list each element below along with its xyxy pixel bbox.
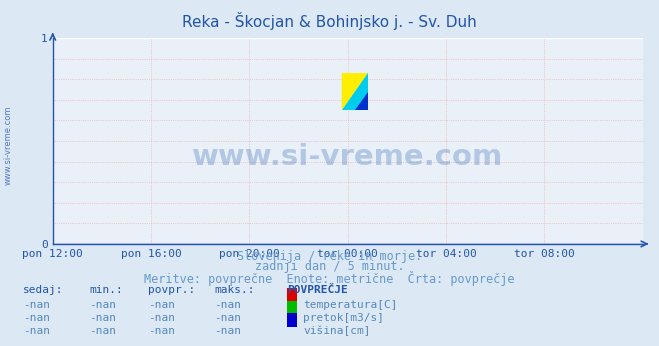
Text: www.si-vreme.com: www.si-vreme.com — [4, 106, 13, 185]
Polygon shape — [355, 92, 368, 110]
Text: -nan: -nan — [23, 313, 50, 323]
Text: -nan: -nan — [89, 313, 116, 323]
Text: POVPREČJE: POVPREČJE — [287, 285, 347, 295]
Text: temperatura[C]: temperatura[C] — [303, 300, 397, 310]
Text: -nan: -nan — [148, 313, 175, 323]
Text: -nan: -nan — [23, 300, 50, 310]
Text: -nan: -nan — [89, 300, 116, 310]
Text: zadnji dan / 5 minut.: zadnji dan / 5 minut. — [254, 260, 405, 273]
Text: povpr.:: povpr.: — [148, 285, 196, 295]
Text: -nan: -nan — [23, 326, 50, 336]
Text: Meritve: povprečne  Enote: metrične  Črta: povprečje: Meritve: povprečne Enote: metrične Črta:… — [144, 271, 515, 285]
Text: -nan: -nan — [148, 326, 175, 336]
Text: -nan: -nan — [214, 300, 241, 310]
Text: pretok[m3/s]: pretok[m3/s] — [303, 313, 384, 323]
Text: Slovenija / reke in morje.: Slovenija / reke in morje. — [237, 250, 422, 263]
Polygon shape — [342, 73, 368, 110]
Text: -nan: -nan — [148, 300, 175, 310]
Text: -nan: -nan — [214, 326, 241, 336]
Text: maks.:: maks.: — [214, 285, 254, 295]
Text: sedaj:: sedaj: — [23, 285, 63, 295]
Text: min.:: min.: — [89, 285, 123, 295]
Polygon shape — [342, 73, 368, 110]
Text: višina[cm]: višina[cm] — [303, 326, 370, 336]
Text: Reka - Škocjan & Bohinjsko j. - Sv. Duh: Reka - Škocjan & Bohinjsko j. - Sv. Duh — [182, 12, 477, 30]
Text: -nan: -nan — [214, 313, 241, 323]
Text: -nan: -nan — [89, 326, 116, 336]
Text: www.si-vreme.com: www.si-vreme.com — [192, 144, 503, 172]
